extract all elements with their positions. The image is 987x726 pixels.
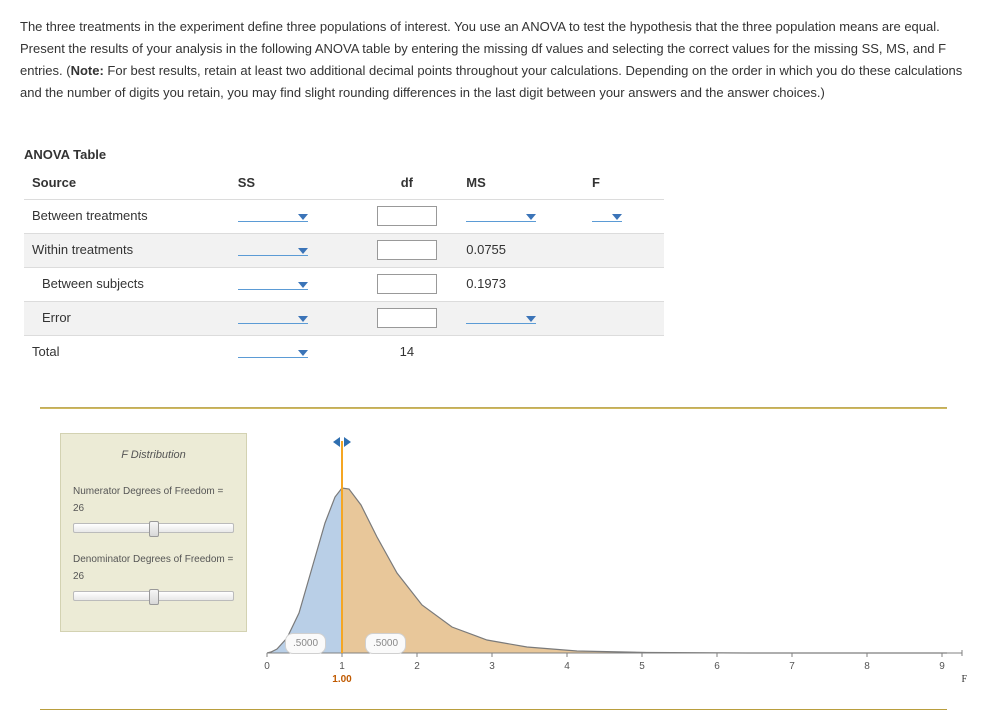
row-error-label: Error [24,301,230,335]
subjects-ss-dropdown[interactable] [238,272,308,290]
left-area-tag: .5000 [285,633,326,654]
col-header-f: F [584,168,664,199]
col-header-ss: SS [230,168,356,199]
row-within-label: Within treatments [24,233,230,267]
within-df-input[interactable] [377,240,437,260]
x-tick: 6 [714,658,720,675]
slider-thumb-icon [149,521,159,537]
col-header-source: Source [24,168,230,199]
col-header-df: df [355,168,458,199]
total-df-value: 14 [355,335,458,369]
anova-title: ANOVA Table [24,144,967,166]
chevron-down-icon [526,207,536,217]
between-ms-dropdown[interactable] [466,204,536,222]
x-tick: 8 [864,658,870,675]
question-text: The three treatments in the experiment d… [20,16,967,104]
row-between-label: Between treatments [24,199,230,233]
fdist-chart: .5000 .5000 0123456789 1.00 F [247,433,967,703]
fdist-title: F Distribution [73,446,234,465]
question-part-c: For best results, retain at least two ad… [20,63,962,100]
divider [40,407,947,409]
chevron-down-icon [298,275,308,285]
chevron-down-icon [612,207,622,217]
between-ss-dropdown[interactable] [238,204,308,222]
subjects-ms-value: 0.1973 [458,267,584,301]
den-df-label: Denominator Degrees of Freedom = 26 [73,551,234,585]
chevron-down-icon [526,309,536,319]
error-ms-dropdown[interactable] [466,306,536,324]
col-header-ms: MS [458,168,584,199]
anova-table: Source SS df MS F Between treatments Wit… [24,168,664,369]
chevron-down-icon [298,207,308,217]
total-ss-dropdown[interactable] [238,340,308,358]
chevron-down-icon [298,241,308,251]
x-tick: 4 [564,658,570,675]
num-df-slider[interactable] [73,523,234,533]
x-tick: 9 [939,658,945,675]
right-area-tag: .5000 [365,633,406,654]
within-ss-dropdown[interactable] [238,238,308,256]
chevron-down-icon [298,309,308,319]
question-note-label: Note: [71,63,104,78]
num-df-label: Numerator Degrees of Freedom = 26 [73,483,234,517]
f-distribution-widget: F Distribution Numerator Degrees of Free… [60,433,967,703]
chevron-down-icon [298,343,308,353]
row-subjects-label: Between subjects [24,267,230,301]
subjects-df-input[interactable] [377,274,437,294]
fdist-marker-value: 1.00 [332,671,351,688]
x-tick: 7 [789,658,795,675]
fdist-axis-label: F [961,671,967,688]
divider-bottom [40,709,947,710]
between-f-dropdown[interactable] [592,204,622,222]
within-ms-value: 0.0755 [458,233,584,267]
error-ss-dropdown[interactable] [238,306,308,324]
x-tick: 0 [264,658,270,675]
fdist-controls-panel: F Distribution Numerator Degrees of Free… [60,433,247,632]
x-tick: 5 [639,658,645,675]
x-tick: 2 [414,658,420,675]
error-df-input[interactable] [377,308,437,328]
den-df-slider[interactable] [73,591,234,601]
x-tick: 3 [489,658,495,675]
between-df-input[interactable] [377,206,437,226]
fdist-svg [247,433,967,693]
row-total-label: Total [24,335,230,369]
fdist-marker-handle[interactable] [333,435,351,449]
slider-thumb-icon [149,589,159,605]
